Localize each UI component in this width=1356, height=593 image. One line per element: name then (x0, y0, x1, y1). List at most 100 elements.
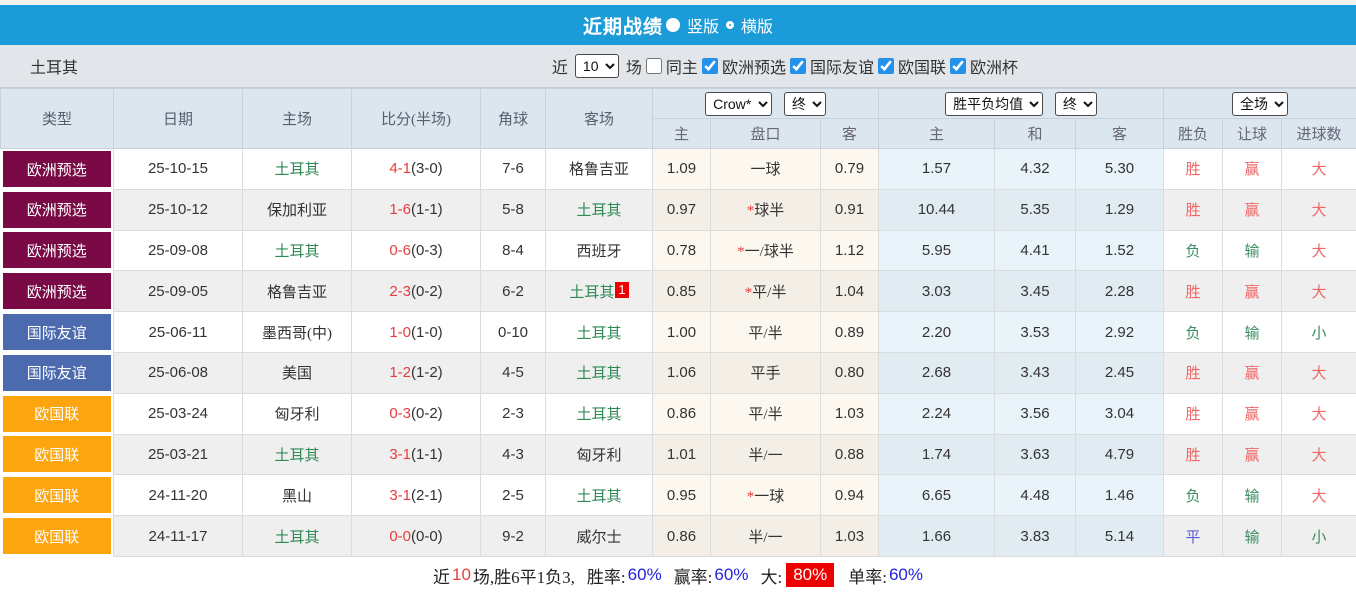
avg-home-odds-cell: 1.57 (878, 148, 995, 190)
scope-select[interactable]: 全场 (1232, 91, 1289, 116)
match-row: 欧国联 24-11-20 黑山 3-1(2-1) 2-5 土耳其 0.95 *一… (0, 474, 1356, 517)
same-home-checkbox[interactable] (645, 58, 662, 74)
competition-checkbox-friendly[interactable] (789, 58, 806, 74)
result-goals-cell: 大 (1281, 393, 1356, 435)
date-cell: 25-09-08 (113, 230, 243, 272)
handicap-away-odds-cell: 1.03 (820, 393, 879, 435)
handicap-home-odds-cell: 1.00 (652, 311, 711, 353)
corners-cell: 4-3 (480, 434, 546, 476)
result-wdl-cell: 负 (1163, 474, 1224, 517)
result-goals: 大 (1311, 407, 1327, 424)
avg-draw-odds-cell: 3.53 (994, 311, 1076, 353)
away-team-cell: 匈牙利 (545, 434, 653, 476)
bookmaker-select[interactable]: Crow* (705, 91, 773, 116)
home-team-cell: 土耳其 (242, 230, 352, 272)
handicap-home-odds-cell: 0.86 (652, 515, 711, 557)
date-cell: 25-06-08 (113, 352, 243, 394)
date-cell: 25-06-11 (113, 311, 243, 353)
competition-checkbox-nations-league[interactable] (877, 58, 894, 74)
full-time-score: 0-6 (389, 241, 411, 259)
avg-away-odds-cell: 2.45 (1075, 352, 1165, 394)
competition-label-nations-league[interactable]: 欧国联 (897, 60, 946, 77)
competition-type-badge: 欧洲预选 (2, 273, 111, 310)
half-time-score: (3-0) (411, 160, 443, 178)
horizontal-layout-radio[interactable] (726, 21, 734, 29)
competition-label-euro-cup[interactable]: 欧洲杯 (969, 60, 1018, 77)
date-cell: 24-11-17 (113, 515, 243, 557)
corners-cell: 7-6 (480, 148, 546, 190)
corners-cell: 8-4 (480, 230, 546, 272)
handicap-away-odds-cell: 0.89 (820, 311, 879, 353)
handicap-away-odds-cell: 1.03 (820, 515, 879, 557)
win-rate-label: 胜率: (586, 567, 626, 587)
handicap-line-cell: 平/半 (710, 393, 821, 435)
result-goals-cell: 大 (1281, 148, 1356, 190)
handicap-rate-label: 赢率: (673, 567, 713, 587)
handicap-line: 平/半 (748, 325, 783, 342)
handicap-line-cell: 一球 (710, 148, 821, 190)
handicap-line: 平手 (750, 366, 781, 383)
team-name: 土耳其 (30, 60, 79, 77)
home-team-cell: 土耳其 (242, 434, 352, 476)
competition-label-friendly[interactable]: 国际友谊 (809, 60, 874, 77)
avg-away-odds-cell: 3.04 (1075, 393, 1165, 435)
home-team-cell: 墨西哥(中) (242, 311, 352, 353)
away-team-cell: 土耳其 (545, 393, 653, 435)
avg-away-odds-cell: 2.28 (1075, 270, 1165, 313)
result-wdl-cell: 胜 (1163, 434, 1224, 476)
competition-checkbox-euro-qualifier[interactable] (701, 58, 718, 74)
average-type-select[interactable]: 胜平负均值 (945, 91, 1044, 116)
result-wdl-cell: 平 (1163, 515, 1224, 557)
result-wdl: 负 (1185, 325, 1201, 342)
filter-bar: 土耳其 近 10 场 同主 欧洲预选 国际友谊 欧国联 欧洲杯 (0, 45, 1356, 88)
competition-label-euro-qualifier[interactable]: 欧洲预选 (721, 60, 786, 77)
match-count-select[interactable]: 10 (574, 54, 619, 78)
result-handicap-cell: 赢 (1222, 189, 1283, 231)
home-team-cell: 黑山 (242, 474, 352, 517)
away-team-cell: 西班牙 (545, 230, 653, 272)
home-team-name: 美国 (281, 366, 312, 383)
avg-draw-odds-cell: 3.43 (994, 352, 1076, 394)
home-team-cell: 美国 (242, 352, 352, 394)
result-goals: 小 (1311, 325, 1327, 342)
away-team-name: 西班牙 (576, 243, 622, 260)
handicap-line-cell: 平/半 (710, 311, 821, 353)
handicap-away-odds-cell: 0.94 (820, 474, 879, 517)
average-stage-select[interactable]: 终 (1054, 91, 1097, 116)
vertical-layout-radio[interactable] (665, 18, 680, 32)
half-time-score: (0-2) (411, 405, 443, 423)
away-team-name: 土耳其 (576, 325, 622, 342)
same-home-label[interactable]: 同主 (665, 60, 698, 77)
competition-checkbox-euro-cup[interactable] (949, 58, 966, 74)
handicap-line-cell: *平/半 (710, 270, 821, 313)
handicap-line-cell: 平手 (710, 352, 821, 394)
handicap-line-cell: 半/一 (710, 434, 821, 476)
result-goals-cell: 大 (1281, 434, 1356, 476)
score-cell: 1-0(1-0) (351, 311, 481, 353)
bookmaker-stage-select[interactable]: 终 (783, 91, 826, 116)
horizontal-layout-label[interactable]: 横版 (741, 19, 774, 36)
date-cell: 25-09-05 (113, 270, 243, 313)
col-header-goals: 进球数 (1281, 118, 1356, 149)
result-handicap: 赢 (1244, 203, 1260, 220)
result-wdl: 平 (1185, 529, 1201, 546)
avg-draw-odds-cell: 4.41 (994, 230, 1076, 272)
avg-home-odds-cell: 5.95 (878, 230, 995, 272)
summary-prefix: 近 (433, 567, 450, 587)
handicap-home-odds-cell: 1.06 (652, 352, 711, 394)
handicap-home-odds-cell: 1.09 (652, 148, 711, 190)
scope-select-cell: 全场 (1163, 88, 1356, 119)
half-time-score: (1-0) (411, 323, 443, 341)
vertical-layout-label[interactable]: 竖版 (686, 19, 719, 36)
away-team-name: 威尔士 (576, 529, 622, 546)
summary-record: 场,胜6平1负3, (472, 567, 575, 587)
away-team-name: 土耳其 (576, 203, 622, 220)
handicap-home-odds-cell: 0.85 (652, 270, 711, 313)
result-wdl-cell: 胜 (1163, 148, 1224, 190)
avg-draw-odds-cell: 3.45 (994, 270, 1076, 313)
score-cell: 1-2(1-2) (351, 352, 481, 394)
full-time-score: 1-2 (389, 364, 411, 382)
corners-cell: 9-2 (480, 515, 546, 557)
avg-draw-odds-cell: 5.35 (994, 189, 1076, 231)
games-label: 场 (625, 60, 642, 77)
